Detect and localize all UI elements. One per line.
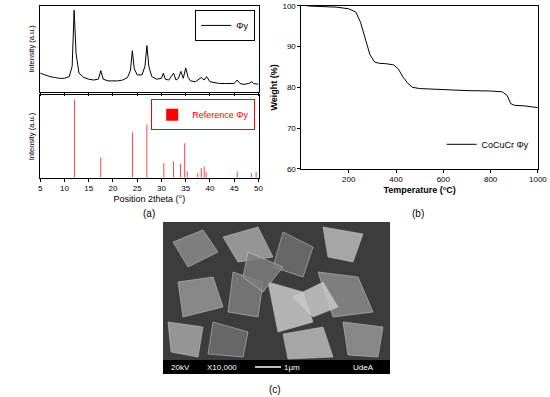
svg-text:15: 15 <box>84 184 93 193</box>
svg-text:30: 30 <box>157 184 166 193</box>
svg-text:Intensity (a.u.): Intensity (a.u.) <box>27 25 36 73</box>
svg-text:20kV: 20kV <box>171 363 190 372</box>
svg-text:70: 70 <box>287 124 296 133</box>
svg-text:(b): (b) <box>412 208 424 219</box>
svg-text:800: 800 <box>484 175 498 184</box>
svg-text:25: 25 <box>133 184 142 193</box>
svg-text:Φy: Φy <box>236 21 248 31</box>
svg-text:600: 600 <box>437 175 451 184</box>
svg-text:(c): (c) <box>269 384 281 395</box>
svg-text:Weight (%): Weight (%) <box>269 64 279 110</box>
svg-text:CoCuCr Φy: CoCuCr Φy <box>482 140 529 150</box>
svg-text:Temperature (°C): Temperature (°C) <box>383 185 455 195</box>
svg-text:40: 40 <box>206 184 215 193</box>
svg-text:10: 10 <box>60 184 69 193</box>
svg-text:Position 2theta (°): Position 2theta (°) <box>114 194 186 204</box>
svg-text:1000: 1000 <box>529 175 547 184</box>
svg-text:80: 80 <box>287 83 296 92</box>
svg-text:Intensity (a.u.): Intensity (a.u.) <box>27 112 36 160</box>
svg-text:UdeA: UdeA <box>353 363 374 372</box>
svg-text:200: 200 <box>342 175 356 184</box>
svg-text:20: 20 <box>108 184 117 193</box>
svg-text:X10,000: X10,000 <box>207 363 237 372</box>
svg-text:(a): (a) <box>143 208 155 219</box>
svg-text:1μm: 1μm <box>284 363 300 372</box>
svg-text:90: 90 <box>287 42 296 51</box>
svg-text:5: 5 <box>38 184 43 193</box>
svg-text:Reference Φy: Reference Φy <box>192 110 248 120</box>
svg-text:60: 60 <box>287 165 296 174</box>
svg-text:35: 35 <box>181 184 190 193</box>
svg-text:45: 45 <box>230 184 239 193</box>
svg-text:100: 100 <box>282 2 296 11</box>
svg-text:50: 50 <box>254 184 263 193</box>
svg-text:400: 400 <box>389 175 403 184</box>
